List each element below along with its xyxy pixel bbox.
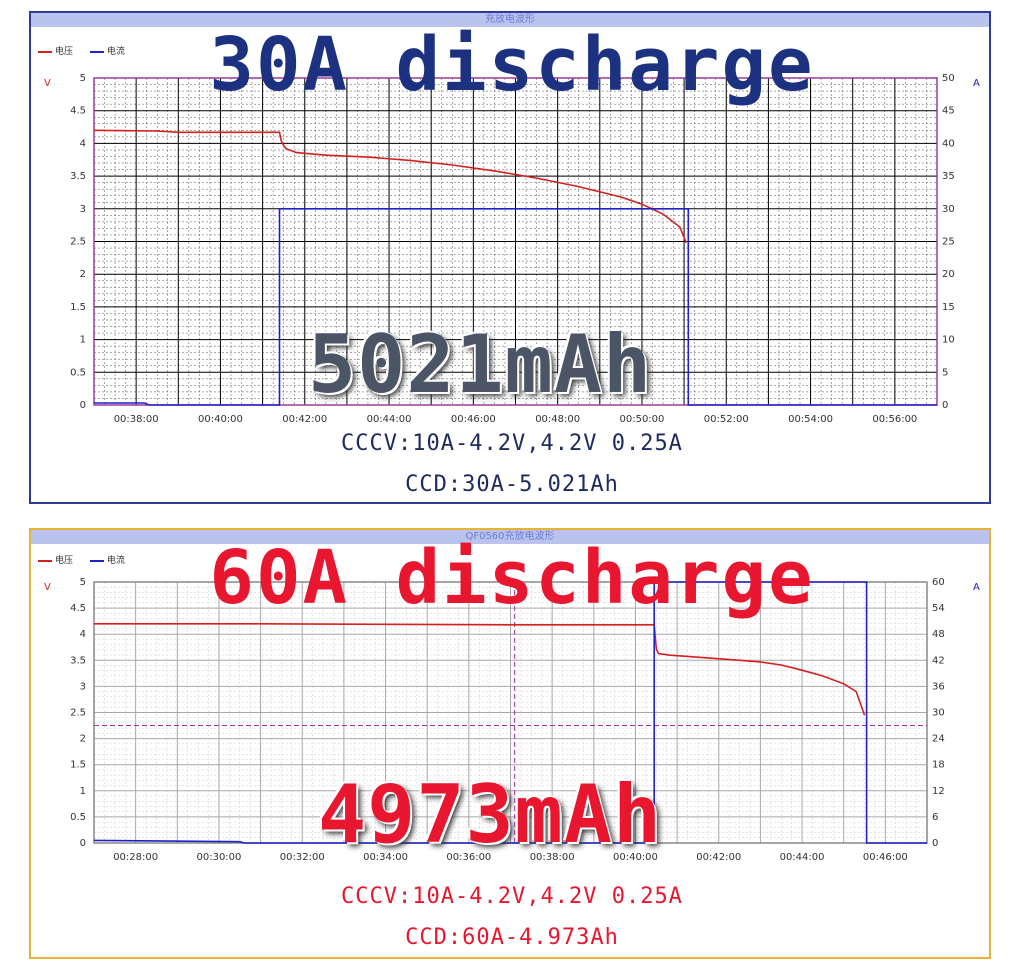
y-right-tick-label: 35 (942, 171, 955, 182)
current-series-line (93, 581, 927, 844)
y-right-tick-label: 50 (942, 73, 955, 84)
legend-item-current: 电流 (89, 556, 125, 566)
legend-label-voltage: 电压 (55, 47, 74, 57)
x-tick-label: 00:34:00 (363, 852, 408, 863)
x-tick-label: 00:46:00 (863, 852, 908, 863)
legend-label-current: 电流 (106, 47, 125, 57)
discharge-spec-60a: CCD:60A-4.973Ah (405, 925, 619, 950)
discharge-spec-30a: CCD:30A-5.021Ah (405, 472, 619, 497)
y-left-unit-label: V (44, 582, 51, 593)
y-left-tick-label: 4.5 (70, 106, 86, 117)
y-right-tick-label: 60 (932, 577, 945, 588)
y-left-tick-label: 1 (80, 335, 86, 346)
legend-label-current: 电流 (106, 556, 125, 566)
voltage-series-line (93, 129, 687, 244)
y-right-tick-label: 45 (942, 106, 955, 117)
y-right-tick-label: 25 (942, 237, 955, 248)
y-left-tick-label: 2 (80, 734, 86, 745)
y-left-tick-label: 2 (80, 269, 86, 280)
charge-spec-60a: CCCV:10A-4.2V,4.2V 0.25A (341, 884, 683, 909)
y-left-tick-label: 1 (80, 786, 86, 797)
window-title-bar: 充放电波形 (31, 13, 989, 27)
charge-spec-30a: CCCV:10A-4.2V,4.2V 0.25A (341, 431, 683, 456)
y-left-tick-label: 4 (80, 138, 86, 149)
x-tick-label: 00:38:00 (530, 852, 575, 863)
y-right-tick-label: 20 (942, 269, 955, 280)
capacity-label-60a: 4973mAh (318, 768, 663, 861)
x-tick-label: 00:38:00 (114, 414, 159, 425)
legend-swatch-voltage (38, 50, 52, 53)
y-right-tick-label: 48 (932, 629, 945, 640)
y-right-tick-label: 36 (932, 681, 945, 692)
y-right-tick-label: 54 (932, 603, 945, 614)
x-tick-label: 00:40:00 (613, 852, 658, 863)
y-left-tick-label: 3 (80, 204, 86, 215)
x-tick-label: 00:42:00 (696, 852, 741, 863)
y-right-tick-label: 0 (942, 400, 948, 411)
y-left-tick-label: 0 (80, 838, 86, 849)
discharge-title-30a: 30A discharge (209, 22, 815, 108)
x-tick-label: 00:28:00 (113, 852, 158, 863)
legend-label-voltage: 电压 (55, 556, 74, 566)
current-series-line (94, 208, 937, 406)
y-left-tick-label: 5 (80, 73, 86, 84)
x-tick-label: 00:44:00 (367, 414, 412, 425)
y-right-tick-label: 40 (942, 138, 955, 149)
y-left-tick-label: 5 (80, 577, 86, 588)
y-right-tick-label: 30 (932, 708, 945, 719)
y-right-tick-label: 0 (932, 838, 938, 849)
y-left-tick-label: 0 (80, 400, 86, 411)
x-tick-label: 00:30:00 (196, 852, 241, 863)
capacity-label-30a: 5021mAh (308, 318, 653, 411)
y-right-tick-label: 15 (942, 302, 955, 313)
y-left-tick-label: 2.5 (70, 708, 86, 719)
x-tick-label: 00:44:00 (780, 852, 825, 863)
y-right-tick-label: 6 (932, 812, 938, 823)
y-right-unit-label: A (973, 78, 980, 89)
chart-panel-30a: 充放电波形 (29, 11, 991, 504)
x-tick-label: 00:52:00 (704, 414, 749, 425)
y-left-tick-label: 4.5 (70, 603, 86, 614)
y-left-tick-label: 3.5 (70, 655, 86, 666)
y-right-tick-label: 24 (932, 734, 945, 745)
y-left-tick-label: 3 (80, 681, 86, 692)
legend: 电压 电流 (38, 44, 139, 57)
x-tick-label: 00:36:00 (446, 852, 491, 863)
x-tick-label: 00:42:00 (282, 414, 327, 425)
x-tick-label: 00:32:00 (280, 852, 325, 863)
y-left-tick-label: 1.5 (70, 760, 86, 771)
y-left-tick-label: 0.5 (70, 812, 86, 823)
y-left-tick-label: 4 (80, 629, 86, 640)
window-title-bar: QF0560充放电波形 (31, 530, 989, 544)
x-tick-label: 00:40:00 (198, 414, 243, 425)
y-left-tick-label: 0.5 (70, 367, 86, 378)
legend-swatch-current (89, 559, 104, 562)
y-right-unit-label: A (973, 582, 980, 593)
plot-frame (93, 77, 938, 406)
legend-item-current: 电流 (89, 47, 125, 57)
y-left-unit-label: V (44, 78, 51, 89)
legend-item-voltage: 电压 (38, 556, 73, 566)
y-right-tick-label: 12 (932, 786, 945, 797)
y-right-tick-label: 18 (932, 760, 945, 771)
y-right-tick-label: 30 (942, 204, 955, 215)
y-left-tick-label: 3.5 (70, 171, 86, 182)
legend-swatch-voltage (38, 559, 52, 562)
y-right-tick-label: 5 (942, 367, 948, 378)
legend-item-voltage: 电压 (38, 47, 73, 57)
x-tick-label: 00:48:00 (535, 414, 580, 425)
legend: 电压 电流 (38, 553, 139, 566)
x-tick-label: 00:54:00 (788, 414, 833, 425)
x-tick-label: 00:50:00 (619, 414, 664, 425)
y-left-tick-label: 2.5 (70, 237, 86, 248)
x-tick-label: 00:46:00 (451, 414, 496, 425)
x-tick-label: 00:56:00 (872, 414, 917, 425)
discharge-title-60a: 60A discharge (209, 535, 815, 621)
y-right-tick-label: 10 (942, 335, 955, 346)
voltage-series-line (94, 622, 866, 716)
legend-swatch-current (89, 50, 104, 53)
y-left-tick-label: 1.5 (70, 302, 86, 313)
y-right-tick-label: 42 (932, 655, 945, 666)
